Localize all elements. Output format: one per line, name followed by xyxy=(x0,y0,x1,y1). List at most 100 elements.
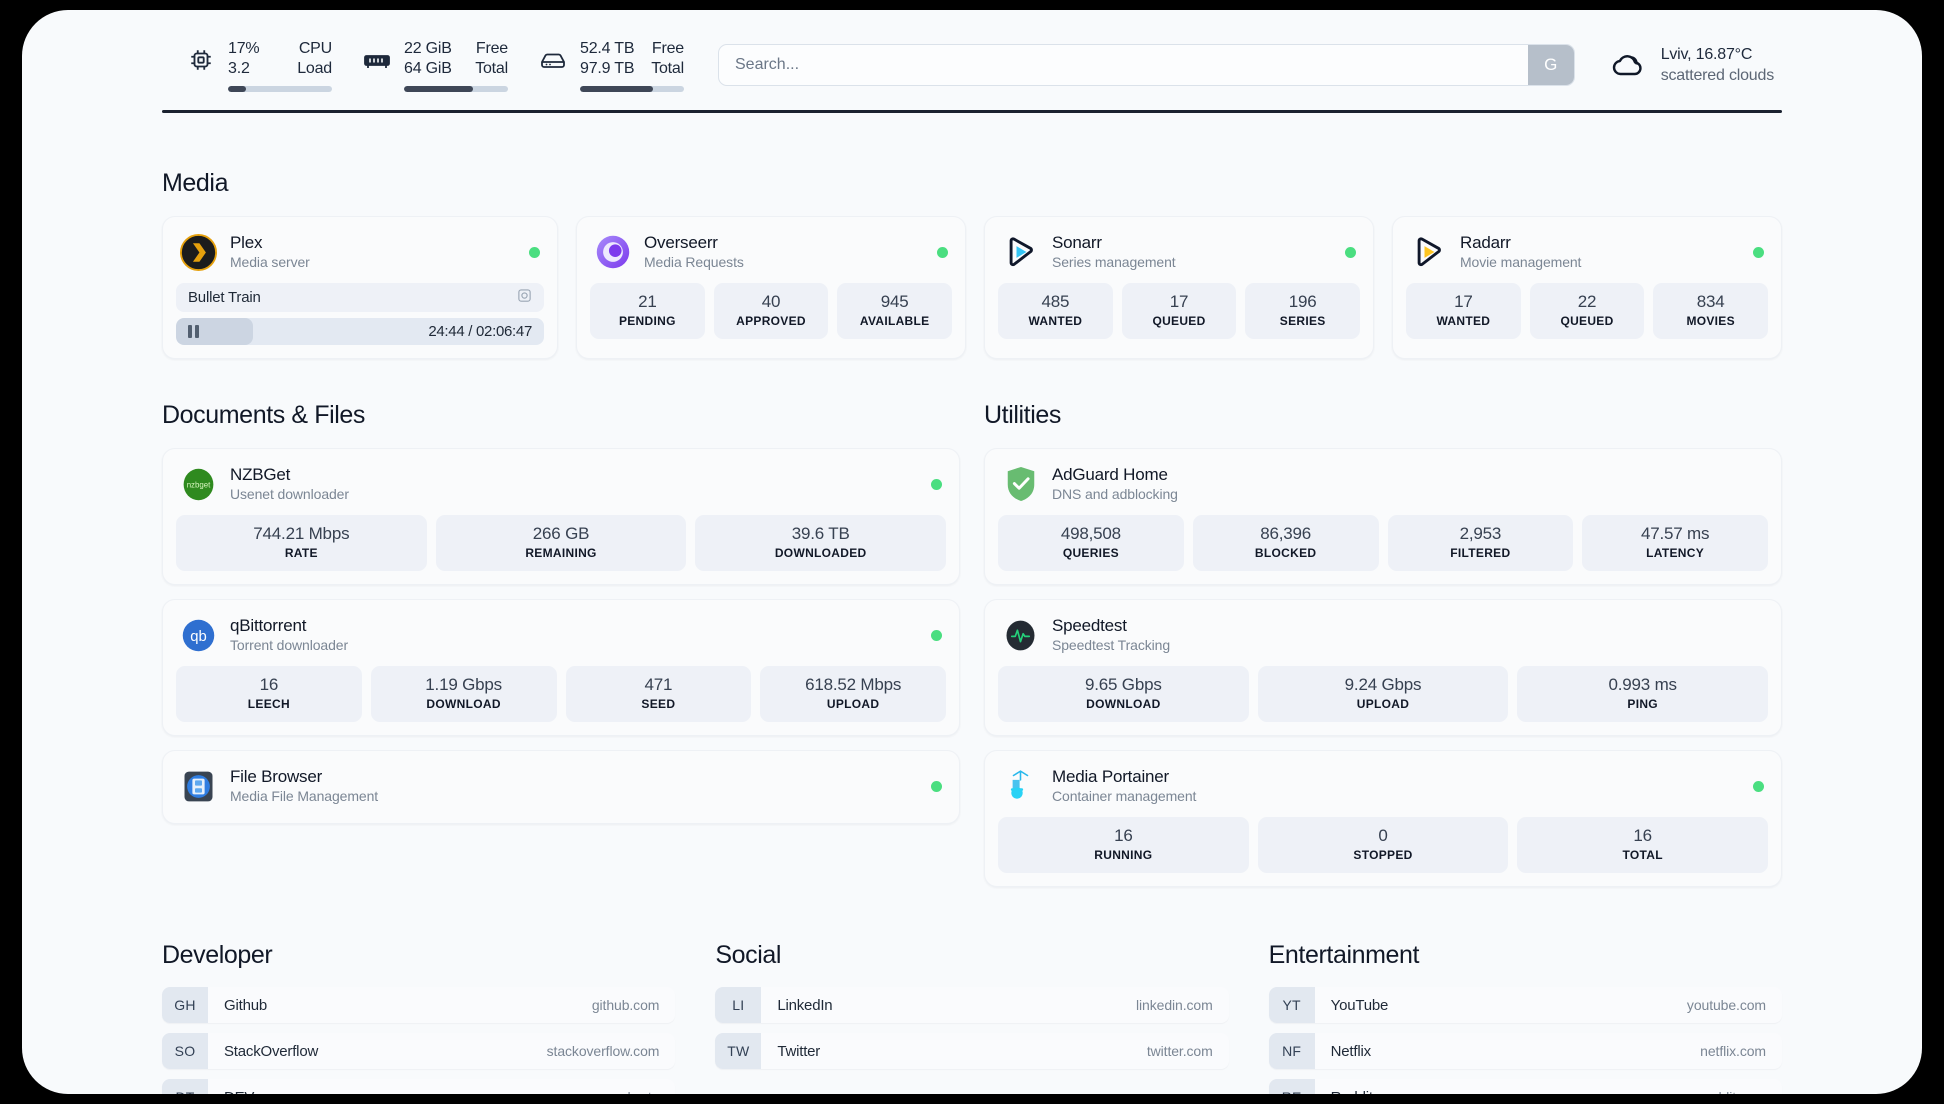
bookmark-url: linkedin.com xyxy=(1136,997,1213,1013)
stat-tile: 498,508 QUERIES xyxy=(998,515,1184,571)
card-filebrowser[interactable]: File Browser Media File Management xyxy=(162,750,960,824)
tile-label: QUEUED xyxy=(1560,314,1614,328)
search-bar[interactable]: G xyxy=(718,44,1575,86)
tile-value: 86,396 xyxy=(1260,524,1312,543)
card-nzbget[interactable]: nzbget NZBGet Usenet downloader 744.21 M… xyxy=(162,448,960,585)
radarr-subtitle: Movie management xyxy=(1460,254,1582,270)
adguard-title: AdGuard Home xyxy=(1052,465,1168,484)
stat-tile: 945 AVAILABLE xyxy=(837,283,953,339)
nzbget-subtitle: Usenet downloader xyxy=(230,486,349,502)
tile-value: 498,508 xyxy=(1060,524,1121,543)
stat-tile: 485 WANTED xyxy=(998,283,1113,339)
bookmark-url: github.com xyxy=(591,997,660,1013)
weather-location-temp: Lviv, 16.87°C xyxy=(1660,46,1753,63)
tile-label: DOWNLOADED xyxy=(774,546,867,560)
sonarr-icon xyxy=(1002,234,1039,271)
dashboard-screen: 17% 3.2 CPU Load xyxy=(22,10,1922,1094)
bookmark-abbr: TW xyxy=(715,1033,762,1069)
tile-label: LATENCY xyxy=(1646,546,1705,560)
plex-icon xyxy=(180,233,217,271)
filebrowser-subtitle: Media File Management xyxy=(230,788,379,804)
cpu-meter xyxy=(228,85,332,92)
search-input[interactable] xyxy=(719,56,1528,74)
disk-icon xyxy=(536,39,570,81)
bookmark-url: reddit.com xyxy=(1702,1089,1782,1094)
utilities-section-title: Utilities xyxy=(984,401,1061,429)
adguard-subtitle: DNS and adblocking xyxy=(1052,486,1178,502)
bookmark-abbr: GH xyxy=(162,987,208,1023)
tile-value: 22 xyxy=(1577,292,1597,311)
tile-value: 9.65 Gbps xyxy=(1085,675,1162,694)
stat-tile: 39.6 TB DOWNLOADED xyxy=(695,515,947,571)
tile-value: 17 xyxy=(1454,292,1473,311)
nzbget-icon: nzbget xyxy=(180,466,217,503)
portainer-status-dot xyxy=(1753,780,1764,792)
media-section-title: Media xyxy=(162,169,229,197)
cpu-stat: 17% 3.2 CPU Load xyxy=(184,39,332,92)
plex-progress-bar[interactable]: 24:44 / 02:06:47 xyxy=(176,318,544,345)
tile-label: QUEUED xyxy=(1152,314,1206,328)
bookmark-group-developer: Developer GH Github github.com SO StackO… xyxy=(162,941,676,1094)
pause-icon[interactable] xyxy=(188,325,199,338)
ram-icon xyxy=(360,39,394,81)
tile-label: RATE xyxy=(284,546,318,560)
bookmark-name: StackOverflow xyxy=(224,1042,319,1060)
card-speedtest[interactable]: Speedtest Speedtest Tracking 9.65 Gbps D… xyxy=(984,599,1782,736)
disk-total-label: Total xyxy=(651,59,684,77)
stat-tile: 0 STOPPED xyxy=(1257,817,1509,873)
card-portainer[interactable]: Media Portainer Container management 16 … xyxy=(984,750,1782,887)
plex-subtitle: Media server xyxy=(230,254,310,270)
card-radarr[interactable]: Radarr Movie management 17 WANTED 22 QUE… xyxy=(1392,216,1782,359)
filebrowser-title: File Browser xyxy=(230,767,323,786)
stat-tile: 196 SERIES xyxy=(1245,283,1361,339)
sonarr-title: Sonarr xyxy=(1052,233,1102,252)
documents-section: Documents & Files nzbget NZBGet Usenet d… xyxy=(162,401,960,887)
bookmark-item[interactable]: DT DEV dev.to xyxy=(162,1079,676,1094)
bookmark-item[interactable]: TW Twitter twitter.com xyxy=(715,1033,1229,1069)
qbittorrent-status-dot xyxy=(931,629,942,641)
stat-tile: 16 TOTAL xyxy=(1517,817,1769,873)
card-plex[interactable]: Plex Media server Bullet Train xyxy=(162,216,558,359)
disk-free-value: 52.4 TB xyxy=(580,39,635,57)
tile-label: SERIES xyxy=(1279,314,1326,328)
nzbget-status-dot xyxy=(931,478,942,490)
tile-label: AVAILABLE xyxy=(859,314,930,328)
bookmark-abbr: LI xyxy=(715,987,762,1023)
stat-tile: 471 SEED xyxy=(565,666,752,722)
card-adguard[interactable]: AdGuard Home DNS and adblocking 498,508 … xyxy=(984,448,1782,585)
plex-now-playing: Bullet Train xyxy=(176,283,544,312)
bookmark-item[interactable]: RE Reddit reddit.com xyxy=(1268,1079,1782,1094)
search-submit-button[interactable]: G xyxy=(1527,45,1574,85)
tile-value: 17 xyxy=(1169,292,1189,311)
card-sonarr[interactable]: Sonarr Series management 485 WANTED 17 Q… xyxy=(984,216,1374,359)
bookmark-item[interactable]: SO StackOverflow stackoverflow.com xyxy=(162,1033,676,1069)
disk-meter xyxy=(580,85,684,92)
ram-meter xyxy=(404,85,508,92)
tile-value: 47.57 ms xyxy=(1640,524,1710,543)
bookmark-abbr: RE xyxy=(1268,1079,1315,1094)
tile-label: STOPPED xyxy=(1353,848,1413,862)
tile-value: 0.993 ms xyxy=(1608,675,1678,694)
bookmark-name: LinkedIn xyxy=(777,996,833,1014)
plex-elapsed: 24:44 xyxy=(428,323,465,340)
bookmark-url: stackoverflow.com xyxy=(546,1043,660,1059)
card-qbittorrent[interactable]: qb qBittorrent Torrent downloader 16 LEE… xyxy=(162,599,960,736)
bookmark-item[interactable]: GH Github github.com xyxy=(162,987,676,1023)
bookmark-item[interactable]: LI LinkedIn linkedin.com xyxy=(715,987,1229,1023)
overseerr-status-dot xyxy=(937,246,948,258)
plex-status-dot xyxy=(529,246,540,258)
portainer-subtitle: Container management xyxy=(1052,788,1197,804)
card-overseerr[interactable]: Overseerr Media Requests 21 PENDING 40 A… xyxy=(576,216,966,359)
stat-tile: 16 LEECH xyxy=(176,666,362,722)
tile-label: DOWNLOAD xyxy=(1086,697,1161,711)
tile-value: 16 xyxy=(1114,826,1133,845)
stat-tile: 9.65 Gbps DOWNLOAD xyxy=(998,666,1249,722)
nzbget-title: NZBGet xyxy=(230,465,291,484)
bookmark-item[interactable]: NF Netflix netflix.com xyxy=(1268,1033,1782,1069)
weather-widget: Lviv, 16.87°C scattered clouds xyxy=(1609,44,1782,86)
bookmark-item[interactable]: YT YouTube youtube.com xyxy=(1268,987,1782,1023)
media-section: Media Plex Media server xyxy=(162,169,1782,359)
tile-value: 945 xyxy=(880,292,909,311)
bookmark-name: YouTube xyxy=(1330,996,1389,1014)
stat-tile: 744.21 Mbps RATE xyxy=(176,515,427,571)
